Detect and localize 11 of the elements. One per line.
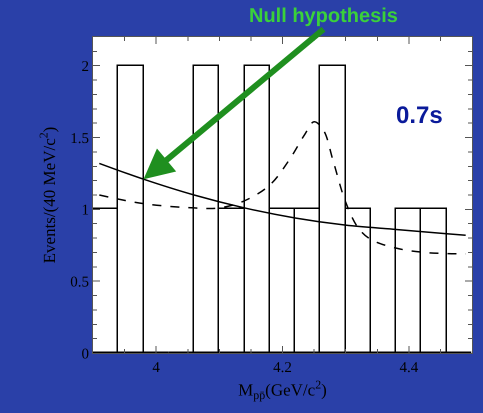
annotation: 0.7s: [396, 102, 443, 129]
annotation: Null hypothesis: [249, 5, 398, 27]
x-tick-label: 4.4: [399, 360, 419, 376]
x-tick-label: 4.2: [273, 360, 292, 376]
x-axis-title: M$_{pp̄}$(GeV/c$^{2}$): [238, 377, 327, 402]
y-tick-label: 2: [82, 58, 89, 75]
y-tick-label: 1: [82, 202, 89, 219]
y-tick-label: 1.5: [70, 130, 89, 147]
y-tick-label: 0: [82, 346, 89, 362]
y-tick-label: 0.5: [70, 274, 89, 290]
x-tick-label: 4: [152, 360, 160, 376]
